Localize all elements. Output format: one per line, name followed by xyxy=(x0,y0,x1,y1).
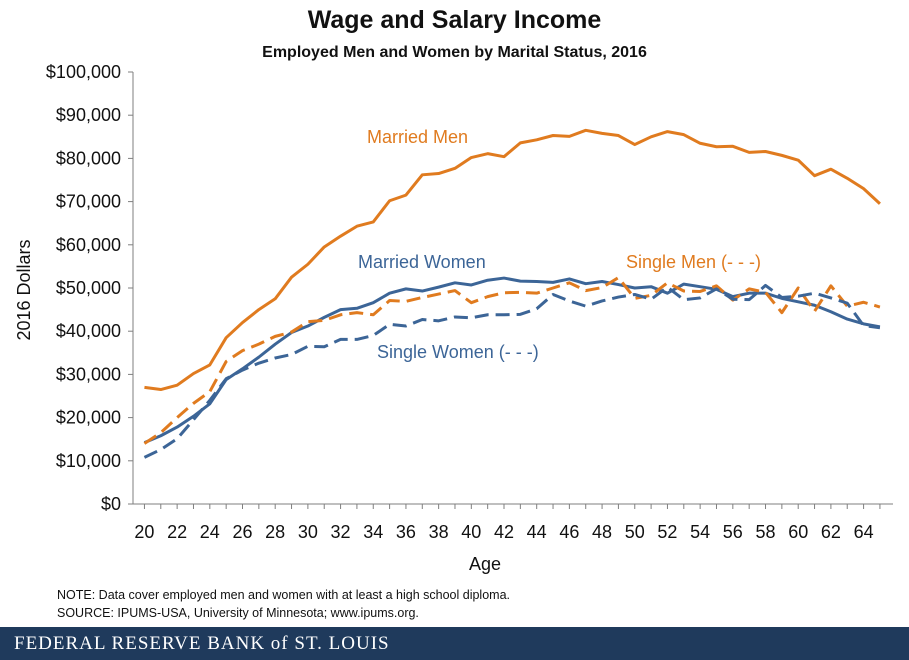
x-tick-label: 26 xyxy=(232,522,252,542)
y-tick-label: $50,000 xyxy=(56,278,121,298)
y-tick-label: $100,000 xyxy=(46,62,121,82)
series-line-single-men xyxy=(143,276,881,445)
y-tick-label: $10,000 xyxy=(56,451,121,471)
series-line-married-men xyxy=(144,128,881,392)
series-line-single-women xyxy=(143,283,881,459)
x-tick-label: 56 xyxy=(723,522,743,542)
footer-banner: FEDERAL RESERVE BANK of ST. LOUIS xyxy=(0,627,909,660)
y-tick-label: $80,000 xyxy=(56,148,121,168)
series-label-married-men: Married Men xyxy=(367,127,468,147)
x-tick-label: 34 xyxy=(363,522,383,542)
x-tick-label: 30 xyxy=(298,522,318,542)
line-chart: $0 $10,000 $20,000 $30,000 $40,000 $50,000 $60… xyxy=(14,62,893,574)
chart-title: Wage and Salary Income xyxy=(307,6,602,34)
x-tick-label: 42 xyxy=(494,522,514,542)
x-tick-label: 58 xyxy=(756,522,776,542)
x-tick-label: 52 xyxy=(657,522,677,542)
series-label-single-women: Single Women (- - -) xyxy=(377,342,539,362)
footer-logo-text: FEDERAL RESERVE BANK of ST. LOUIS xyxy=(14,633,390,654)
series-label-married-women: Married Women xyxy=(358,252,486,272)
x-tick-label: 36 xyxy=(396,522,416,542)
y-tick-label: $60,000 xyxy=(56,235,121,255)
x-tick-label: 22 xyxy=(167,522,187,542)
x-tick-label: 44 xyxy=(527,522,547,542)
y-tick-label: $90,000 xyxy=(56,105,121,125)
y-tick-label: $40,000 xyxy=(56,321,121,341)
x-tick-label: 62 xyxy=(821,522,841,542)
x-tick-label: 46 xyxy=(559,522,579,542)
x-tick-label: 28 xyxy=(265,522,285,542)
chart-source: SOURCE: IPUMS-USA, University of Minneso… xyxy=(57,606,419,620)
chart-subtitle: Employed Men and Women by Marital Status… xyxy=(262,44,647,61)
x-tick-label: 32 xyxy=(331,522,351,542)
x-tick-label: 64 xyxy=(854,522,874,542)
x-tick-label: 24 xyxy=(200,522,220,542)
x-tick-label: 50 xyxy=(625,522,645,542)
y-tick-label: $70,000 xyxy=(56,192,121,212)
x-tick-label: 40 xyxy=(461,522,481,542)
x-tick-label: 20 xyxy=(134,522,154,542)
y-axis-title: 2016 Dollars xyxy=(14,239,34,340)
y-tick-label: $30,000 xyxy=(56,364,121,384)
series-line-married-women xyxy=(143,276,881,445)
x-tick-label: 60 xyxy=(788,522,808,542)
x-tick-label: 38 xyxy=(429,522,449,542)
y-tick-label: $20,000 xyxy=(56,408,121,428)
x-axis-title: Age xyxy=(469,554,501,574)
x-tick-label: 48 xyxy=(592,522,612,542)
y-tick-label: $0 xyxy=(101,494,121,514)
x-tick-label: 54 xyxy=(690,522,710,542)
chart-note: NOTE: Data cover employed men and women … xyxy=(57,588,511,602)
series-label-single-men: Single Men (- - -) xyxy=(626,252,761,272)
